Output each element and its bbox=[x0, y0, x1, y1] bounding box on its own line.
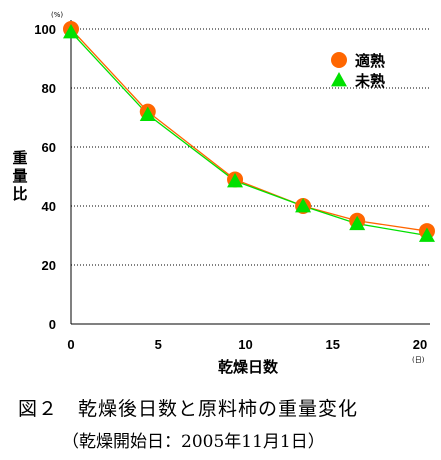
y-tick-label: 40 bbox=[42, 199, 56, 214]
x-tick-label: 0 bbox=[67, 337, 74, 352]
data-point bbox=[227, 172, 244, 188]
x-tick-label: 15 bbox=[326, 337, 340, 352]
y-tick-label: 0 bbox=[49, 317, 56, 332]
x-axis-title: 乾燥日数 bbox=[218, 358, 279, 376]
data-point bbox=[418, 227, 435, 242]
axes bbox=[70, 20, 430, 325]
legend-marker bbox=[331, 52, 347, 68]
x-tick-label: 5 bbox=[155, 337, 162, 352]
legend-label: 未熟 bbox=[354, 72, 385, 90]
data-point bbox=[63, 23, 79, 39]
y-axis-title-char: 量 bbox=[12, 167, 27, 185]
series-line bbox=[70, 31, 428, 237]
x-unit-label: (日) bbox=[412, 356, 425, 364]
y-tick-label: 60 bbox=[42, 140, 56, 155]
y-axis-title: 重量比 bbox=[12, 149, 27, 203]
y-unit-label: (%) bbox=[51, 11, 63, 19]
y-tick-label: 80 bbox=[42, 81, 56, 96]
y-tick-labels: 0 20 40 60 80 100 bbox=[34, 22, 56, 332]
y-axis-title-char: 比 bbox=[12, 185, 27, 203]
x-tick-label: 10 bbox=[238, 337, 252, 352]
legend-label: 適熟 bbox=[355, 52, 385, 70]
legend-marker bbox=[331, 72, 347, 87]
series-line bbox=[70, 28, 428, 232]
y-axis-title-char: 重 bbox=[12, 149, 27, 167]
figure-caption-subtitle: （乾燥開始日：2005年11月1日） bbox=[62, 432, 325, 452]
plot-area bbox=[63, 21, 435, 242]
x-tick-label: 20 bbox=[413, 337, 427, 352]
y-tick-label: 100 bbox=[34, 22, 56, 37]
data-point bbox=[295, 198, 312, 213]
data-point bbox=[349, 215, 366, 231]
data-point bbox=[139, 106, 156, 121]
x-tick-labels: 0 5 10 15 20 bbox=[67, 337, 427, 352]
figure-caption: 図２ 乾燥後日数と原料柿の重量変化 bbox=[18, 398, 359, 420]
y-tick-label: 20 bbox=[42, 258, 56, 273]
chart: 0 20 40 60 80 100 0 5 10 15 20 (%) (日) 重量比 乾燥日数 適… bbox=[12, 11, 435, 376]
